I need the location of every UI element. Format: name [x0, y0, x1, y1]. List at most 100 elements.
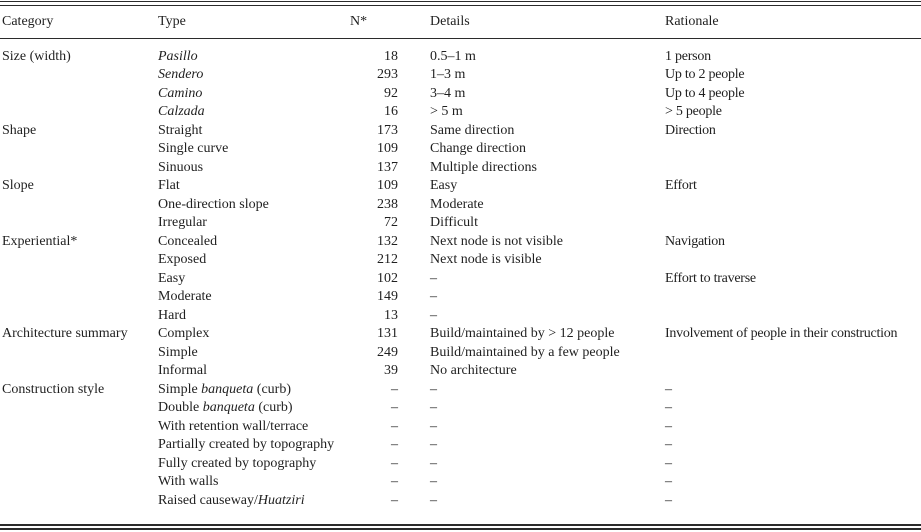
table-row: With walls – – –	[0, 473, 921, 492]
type-cell: Calzada	[158, 103, 348, 122]
n-cell: 137	[377, 159, 398, 175]
table-row: With retention wall/terrace – – –	[0, 418, 921, 437]
category-cell	[0, 418, 158, 437]
n-cell: 249	[377, 344, 398, 360]
type-cell: With retention wall/terrace	[158, 418, 348, 437]
type-text: Complex	[158, 326, 210, 341]
n-cell: 13	[384, 307, 398, 323]
type-text: Single curve	[158, 141, 229, 156]
column-header-category: Category	[0, 0, 158, 39]
n-cell: –	[391, 400, 398, 415]
category-cell	[0, 455, 158, 474]
type-text: Exposed	[158, 252, 207, 267]
type-cell: Complex	[158, 325, 348, 344]
category-cell: Slope	[2, 178, 34, 193]
n-cell: –	[391, 455, 398, 471]
type-cell: Straight	[158, 122, 348, 141]
category-cell	[0, 436, 158, 455]
rationale-cell	[664, 288, 921, 307]
table-row: Slope Flat 109 Easy Effort	[0, 177, 921, 196]
n-cell: –	[391, 474, 398, 489]
details-cell: Next node is not visible	[430, 233, 563, 249]
category-cell: Experiential*	[2, 233, 78, 249]
rationale-cell	[664, 307, 921, 326]
category-cell: Construction style	[2, 381, 105, 397]
table-row: Architecture summary Complex 131 Build/main…	[0, 325, 921, 344]
table-row: Moderate 149 –	[0, 288, 921, 307]
category-cell	[0, 159, 158, 178]
type-text: Fully created by topography	[158, 455, 317, 471]
type-cell: With walls	[158, 473, 348, 492]
type-text: Hard	[158, 307, 186, 323]
type-cell: Pasillo	[158, 38, 348, 66]
type-cell: Raised causeway/Huatziri	[158, 492, 348, 511]
table-row: Camino 92 3–4 m Up to 4 people	[0, 85, 921, 104]
details-cell: No architecture	[430, 363, 517, 378]
details-cell: > 5 m	[430, 104, 463, 119]
bottom-rule-inner	[0, 524, 921, 526]
category-cell	[0, 103, 158, 122]
type-text-italic: Sendero	[158, 67, 204, 82]
type-text: Straight	[158, 122, 203, 138]
n-cell: –	[391, 381, 398, 397]
rationale-cell: –	[665, 381, 672, 397]
rationale-cell: 1 person	[665, 48, 711, 64]
category-cell: Size (width)	[2, 48, 71, 64]
details-cell: 1–3 m	[430, 67, 466, 82]
category-cell	[0, 344, 158, 363]
type-text: Simple	[158, 381, 202, 397]
category-cell	[0, 399, 158, 418]
n-cell: 72	[384, 215, 398, 230]
category-cell	[0, 66, 158, 85]
rationale-cell: –	[665, 455, 672, 471]
n-cell: 102	[377, 270, 398, 286]
n-cell: 238	[377, 196, 398, 212]
n-cell: 173	[377, 122, 398, 138]
category-cell	[0, 492, 158, 511]
type-cell: Moderate	[158, 288, 348, 307]
type-text: Easy	[158, 270, 186, 286]
path-classification-table: Category Type N* Details Rationale Size …	[0, 0, 921, 511]
table-row: Simple 249 Build/maintained by a few peopl…	[0, 344, 921, 363]
column-header-n: N*	[348, 0, 402, 39]
column-header-type: Type	[158, 0, 348, 39]
details-cell: –	[430, 307, 437, 323]
rationale-cell: –	[665, 418, 672, 434]
type-text-italic: Huatziri	[257, 492, 305, 508]
type-text: (curb)	[253, 381, 291, 397]
details-cell: –	[430, 492, 437, 508]
n-cell: –	[391, 418, 398, 434]
category-cell	[0, 140, 158, 159]
details-cell: –	[430, 455, 437, 471]
type-cell: Concealed	[158, 233, 348, 252]
type-text-italic: banqueta	[201, 381, 254, 397]
type-cell: Hard	[158, 307, 348, 326]
bottom-rule-outer	[0, 528, 921, 530]
type-cell: Partially created by topography	[158, 436, 348, 455]
rationale-cell	[664, 140, 921, 159]
rationale-cell: > 5 people	[665, 104, 722, 119]
rationale-cell	[664, 159, 921, 178]
top-rule-inner	[0, 5, 921, 6]
details-cell: –	[430, 474, 437, 489]
details-cell: –	[430, 418, 437, 434]
table-row: Size (width) Pasillo 18 0.5–1 m 1 person	[0, 38, 921, 66]
rationale-cell: Up to 2 people	[665, 67, 745, 82]
table-row: Sinuous 137 Multiple directions	[0, 159, 921, 178]
rationale-cell: –	[665, 492, 672, 508]
column-header-rationale: Rationale	[664, 0, 921, 39]
type-text: (curb)	[254, 400, 293, 415]
table-row: Calzada 16 > 5 m > 5 people	[0, 103, 921, 122]
rationale-cell: Direction	[665, 122, 716, 138]
type-text: Raised causeway/	[158, 492, 258, 508]
type-cell: Simple	[158, 344, 348, 363]
category-cell	[0, 214, 158, 233]
rationale-cell: Up to 4 people	[665, 85, 745, 101]
category-cell	[0, 85, 158, 104]
table-row: Double banqueta (curb) – – –	[0, 399, 921, 418]
category-cell	[0, 362, 158, 381]
type-text: Flat	[158, 178, 180, 193]
table-row: Fully created by topography – – –	[0, 455, 921, 474]
type-text-italic: Calzada	[158, 104, 205, 119]
type-cell: One-direction slope	[158, 196, 348, 215]
